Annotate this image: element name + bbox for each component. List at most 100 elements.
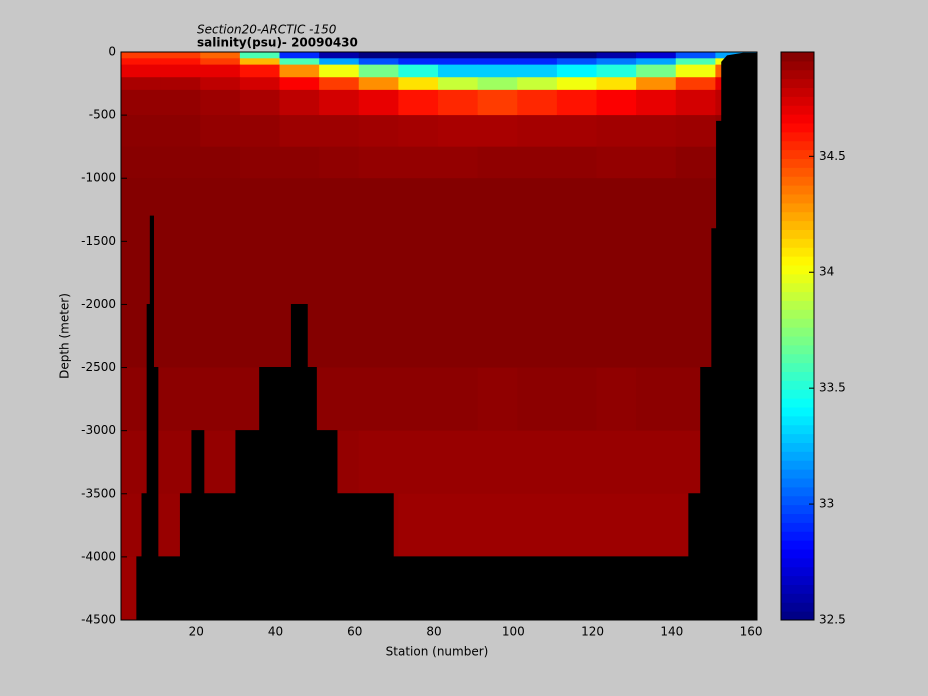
colorbar-swatch bbox=[781, 513, 814, 523]
colorbar-swatch bbox=[781, 522, 814, 532]
heat-cell bbox=[239, 146, 281, 179]
heat-cell bbox=[556, 77, 598, 91]
colorbar-swatch bbox=[781, 194, 814, 204]
colorbar-tick-label: 32.5 bbox=[819, 613, 846, 627]
colorbar-swatch bbox=[781, 353, 814, 364]
x-tick-label: 40 bbox=[268, 625, 283, 639]
chart-title: Section20-ARCTIC -150 bbox=[197, 23, 337, 37]
heat-cell bbox=[556, 493, 598, 558]
heat-cell bbox=[438, 430, 479, 495]
heat-cell bbox=[517, 367, 558, 432]
colorbar-swatch bbox=[781, 486, 814, 497]
heat-cell bbox=[398, 178, 439, 369]
heat-cell bbox=[517, 64, 558, 78]
heat-cell bbox=[636, 115, 677, 148]
heat-cell bbox=[239, 64, 281, 78]
x-tick-label: 100 bbox=[502, 625, 525, 639]
colorbar-tick-label: 33.5 bbox=[819, 381, 846, 395]
heat-cell bbox=[556, 146, 598, 179]
heat-cell bbox=[279, 52, 320, 59]
colorbar-swatch bbox=[781, 575, 814, 585]
heat-cell bbox=[596, 493, 637, 558]
heat-cell bbox=[438, 367, 479, 432]
heat-cell bbox=[121, 146, 162, 179]
heat-cell bbox=[160, 77, 201, 91]
heat-cell bbox=[477, 77, 518, 91]
heat-cell bbox=[596, 58, 637, 66]
heat-cell bbox=[358, 64, 399, 78]
heat-cell bbox=[319, 77, 360, 91]
heat-cell bbox=[358, 52, 399, 59]
heat-cell bbox=[636, 146, 677, 179]
colorbar-swatch bbox=[781, 220, 814, 230]
heat-cell bbox=[398, 58, 439, 66]
heat-cell bbox=[398, 115, 439, 148]
colorbar-swatch bbox=[781, 566, 814, 577]
heat-cell bbox=[438, 493, 479, 558]
heat-cell bbox=[160, 115, 201, 148]
colorbar-swatch bbox=[781, 52, 814, 62]
heat-cell bbox=[319, 178, 360, 369]
y-tick-label: 0 bbox=[108, 45, 116, 59]
colorbar-tick-label: 34.5 bbox=[819, 149, 846, 163]
heat-cell bbox=[675, 64, 716, 78]
colorbar-swatch bbox=[781, 478, 814, 488]
heat-cell bbox=[438, 52, 479, 59]
heat-cell bbox=[200, 64, 241, 78]
heat-cell bbox=[121, 77, 162, 91]
heat-cell bbox=[279, 115, 320, 148]
colorbar-swatch bbox=[781, 265, 814, 275]
colorbar-swatch bbox=[781, 114, 814, 124]
heat-cell bbox=[438, 115, 479, 148]
colorbar-swatch bbox=[781, 291, 814, 301]
heat-cell bbox=[636, 178, 677, 369]
heat-cell bbox=[517, 493, 558, 558]
colorbar-swatch bbox=[781, 398, 814, 408]
y-axis-label: Depth (meter) bbox=[58, 293, 72, 379]
heat-cell bbox=[636, 367, 677, 432]
heat-cell bbox=[517, 77, 558, 91]
heat-cell bbox=[596, 115, 637, 148]
colorbar-swatch bbox=[781, 415, 814, 426]
heat-cell bbox=[596, 52, 637, 59]
heat-cell bbox=[200, 430, 241, 495]
heat-cell bbox=[556, 178, 598, 369]
y-tick-label: -1500 bbox=[81, 234, 116, 248]
heat-cell bbox=[675, 89, 716, 116]
heat-cell bbox=[675, 58, 716, 66]
heat-cell bbox=[160, 64, 201, 78]
x-tick-label: 140 bbox=[660, 625, 683, 639]
heat-cell bbox=[517, 430, 558, 495]
colorbar-swatch bbox=[781, 300, 814, 310]
colorbar-swatch bbox=[781, 611, 814, 621]
colorbar-swatch bbox=[781, 380, 814, 390]
colorbar-swatch bbox=[781, 78, 814, 88]
heat-cell bbox=[477, 178, 518, 369]
y-tick-label: -4500 bbox=[81, 613, 116, 627]
heat-cell bbox=[398, 493, 439, 558]
heat-cell bbox=[636, 77, 677, 91]
heat-cell bbox=[121, 178, 162, 369]
colorbar-swatch bbox=[781, 131, 814, 142]
heat-cell bbox=[121, 58, 162, 66]
heat-cell bbox=[358, 430, 399, 495]
colorbar-swatch bbox=[781, 238, 814, 248]
heat-cell bbox=[121, 52, 162, 59]
heat-cell bbox=[398, 77, 439, 91]
colorbar-swatch bbox=[781, 96, 814, 106]
y-tick-label: -1000 bbox=[81, 171, 116, 185]
y-tick-label: -2000 bbox=[81, 297, 116, 311]
colorbar-swatch bbox=[781, 176, 814, 186]
heat-cell bbox=[200, 367, 241, 432]
y-tick-label: -2500 bbox=[81, 360, 116, 374]
heat-cell bbox=[596, 430, 637, 495]
heat-cell bbox=[121, 89, 162, 116]
heat-cell bbox=[239, 178, 281, 369]
colorbar-swatch bbox=[781, 540, 814, 550]
heat-cell bbox=[279, 89, 320, 116]
heat-cell bbox=[200, 115, 241, 148]
x-tick-label: 20 bbox=[189, 625, 204, 639]
heat-cell bbox=[200, 58, 241, 66]
heat-cell bbox=[160, 52, 201, 59]
heat-cell bbox=[398, 64, 439, 78]
